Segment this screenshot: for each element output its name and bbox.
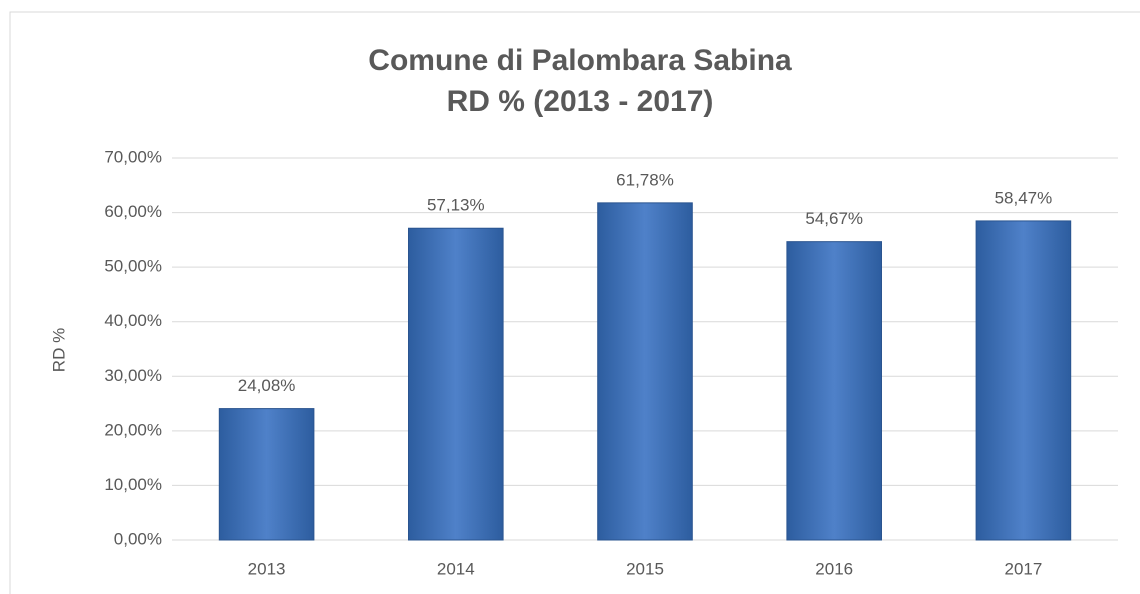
chart-subtitle: RD % (2013 - 2017) bbox=[447, 85, 714, 118]
value-label: 61,78% bbox=[616, 170, 674, 189]
x-tick-label: 2017 bbox=[1004, 559, 1042, 578]
x-tick-label: 2016 bbox=[815, 559, 853, 578]
y-tick-label: 50,00% bbox=[104, 257, 162, 276]
y-tick-label: 40,00% bbox=[104, 311, 162, 330]
bar bbox=[218, 408, 315, 541]
chart-title: Comune di Palombara Sabina bbox=[368, 44, 792, 77]
bar bbox=[408, 227, 504, 541]
y-tick-label: 70,00% bbox=[104, 147, 162, 166]
chart-frame bbox=[9, 11, 1140, 594]
bar bbox=[786, 241, 883, 541]
y-axis-label: RD % bbox=[49, 328, 68, 372]
bar bbox=[597, 202, 693, 541]
value-label: 24,08% bbox=[238, 376, 296, 395]
x-tick-label: 2015 bbox=[626, 559, 664, 578]
y-tick-label: 10,00% bbox=[104, 475, 162, 494]
y-tick-label: 30,00% bbox=[104, 366, 162, 385]
y-tick-label: 20,00% bbox=[104, 420, 162, 439]
y-tick-label: 0,00% bbox=[114, 529, 162, 548]
bar bbox=[975, 220, 1072, 541]
x-tick-label: 2014 bbox=[437, 559, 475, 578]
x-tick-label: 2013 bbox=[248, 559, 286, 578]
value-label: 58,47% bbox=[995, 188, 1053, 207]
value-label: 54,67% bbox=[805, 209, 863, 228]
value-label: 57,13% bbox=[427, 196, 485, 215]
y-tick-label: 60,00% bbox=[104, 202, 162, 221]
